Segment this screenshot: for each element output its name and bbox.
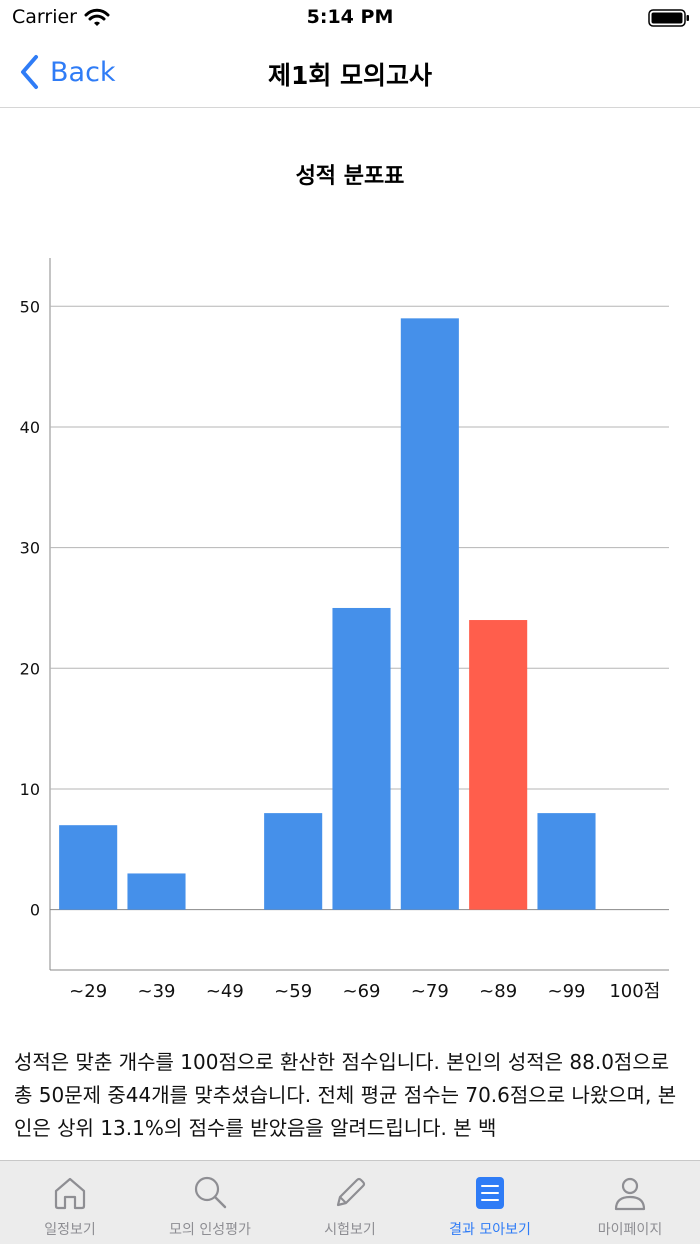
tab-my-page[interactable]: 마이페이지 — [560, 1161, 700, 1244]
tab-label: 모의 인성평가 — [169, 1222, 251, 1238]
tab-results[interactable]: 결과 모아보기 — [420, 1161, 560, 1244]
bar — [332, 607, 391, 910]
pencil-icon — [336, 1177, 366, 1207]
tab-label: 결과 모아보기 — [449, 1222, 531, 1238]
x-tick-label: ~29 — [69, 981, 107, 1002]
chart-title: 성적 분포표 — [295, 164, 405, 189]
y-tick-label: 50 — [20, 297, 40, 316]
result-description: 성적은 맞춘 개수를 100점으로 환산한 점수입니다. 본인의 성적은 88.… — [14, 1050, 677, 1140]
tab-label: 시험보기 — [324, 1222, 376, 1238]
score-distribution-chart: 0 10 20 30 40 50 ~29 ~39 ~49 ~59 ~69 ~79 ~89 ~99 100점 — [20, 258, 669, 1002]
home-icon — [54, 1177, 86, 1210]
bar — [400, 318, 459, 910]
page-title: 제1회 모의고사 — [267, 61, 433, 90]
person-icon — [614, 1177, 646, 1211]
y-tick-label: 30 — [20, 539, 40, 558]
tab-schedule[interactable]: 일정보기 — [0, 1161, 140, 1244]
navigation-bar: Back 제1회 모의고사 — [0, 36, 700, 108]
x-tick-label: 100점 — [609, 981, 660, 1002]
bar — [59, 825, 118, 910]
status-bar: Carrier 5:14 PM — [0, 0, 700, 36]
tab-bar: 일정보기 모의 인성평가 시험보기 결과 모아보기 마이페이지 — [0, 1160, 700, 1244]
chevron-left-icon — [21, 55, 38, 89]
tab-label: 마이페이지 — [597, 1222, 663, 1238]
wifi-icon — [84, 8, 110, 26]
search-icon — [194, 1176, 227, 1209]
battery-icon — [648, 9, 689, 27]
tab-personality-test[interactable]: 모의 인성평가 — [140, 1161, 280, 1244]
tab-take-exam[interactable]: 시험보기 — [280, 1161, 420, 1244]
x-tick-label: ~99 — [548, 981, 586, 1002]
y-tick-label: 40 — [20, 418, 40, 437]
x-tick-label: ~79 — [411, 981, 449, 1002]
x-tick-label: ~59 — [274, 981, 312, 1002]
highlight-bar — [469, 620, 528, 910]
bar — [264, 813, 323, 910]
x-tick-label: ~49 — [206, 981, 244, 1002]
x-tick-label: ~69 — [343, 981, 381, 1002]
back-button[interactable]: Back — [18, 50, 116, 94]
bar — [537, 813, 596, 910]
carrier-label: Carrier — [12, 6, 77, 28]
y-tick-label: 20 — [20, 659, 40, 678]
y-tick-label: 10 — [20, 780, 40, 799]
x-tick-label: ~39 — [138, 981, 176, 1002]
y-tick-label: 0 — [30, 901, 40, 920]
status-time: 5:14 PM — [306, 6, 394, 28]
tab-label: 일정보기 — [44, 1222, 96, 1238]
back-label: Back — [50, 56, 116, 88]
x-tick-label: ~89 — [479, 981, 517, 1002]
list-icon — [476, 1177, 504, 1209]
bar — [127, 873, 186, 910]
